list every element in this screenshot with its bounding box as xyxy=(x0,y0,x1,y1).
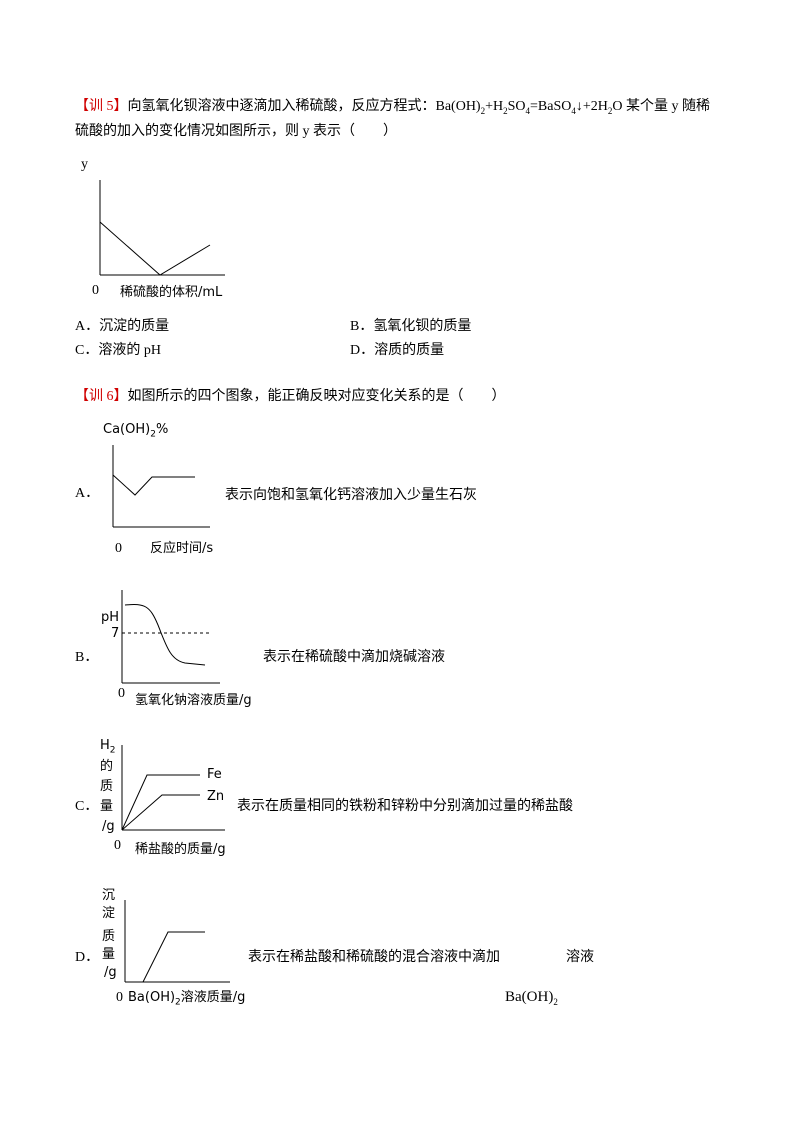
option: A．沉淀的质量 xyxy=(75,319,170,334)
option-text-end: 溶液 xyxy=(566,950,594,965)
sub: 2 xyxy=(607,105,613,116)
y-label: 量 xyxy=(102,947,116,962)
y-label: 量 xyxy=(100,799,114,814)
sub: 2 xyxy=(150,429,156,440)
stem: ↓+2H xyxy=(575,99,608,114)
origin: 0 xyxy=(115,541,122,556)
graph-6b xyxy=(121,590,220,684)
option-letter: A． xyxy=(75,486,100,501)
y-label: Ca(OH)2% xyxy=(103,422,168,443)
option: C．溶液的 pH xyxy=(75,343,161,358)
y-mark: 7 xyxy=(111,626,120,641)
curve-label: Zn xyxy=(207,789,225,804)
y-label: /g xyxy=(102,819,115,834)
curve-label: Fe xyxy=(207,767,222,782)
option-letter: C． xyxy=(75,799,99,814)
graph-6a xyxy=(112,445,210,528)
sub: 2 xyxy=(503,105,508,116)
option-letter: B． xyxy=(75,650,99,665)
stem: +H xyxy=(485,99,504,114)
reagent: Ba(OH)2 xyxy=(505,989,558,1010)
x-label: 稀硫酸的体积/mL xyxy=(120,285,223,300)
stem: O 某个量 y 随稀 xyxy=(612,99,711,114)
y-label-part: H xyxy=(100,738,110,753)
option-text: 表示在稀盐酸和稀硫酸的混合溶液中滴加 xyxy=(248,950,500,965)
option: D．溶质的质量 xyxy=(350,343,445,358)
x-label-part: 溶液质量/g xyxy=(180,990,246,1005)
sub: 4 xyxy=(525,105,531,116)
y-label: 的 xyxy=(100,759,114,774)
x-label: 氢氧化钠溶液质量/g xyxy=(135,693,252,708)
y-label-part: Ca(OH) xyxy=(103,422,151,437)
option: B．氢氧化钡的质量 xyxy=(350,319,472,334)
x-label: Ba(OH)2溶液质量/g xyxy=(128,990,245,1011)
option-text: 表示在稀硫酸中滴加烧碱溶液 xyxy=(263,650,445,665)
y-label: /g xyxy=(104,965,117,980)
y-label: H2 xyxy=(100,738,116,759)
origin: 0 xyxy=(116,990,123,1005)
sub: 2 xyxy=(109,745,116,756)
option-letter: D． xyxy=(75,950,100,965)
q6-stem: 【训 6】如图所示的四个图象，能正确反映对应变化关系的是（ ） xyxy=(75,389,506,405)
y-label-part: % xyxy=(155,422,169,437)
option-text: 表示在质量相同的铁粉和锌粉中分别滴加过量的稀盐酸 xyxy=(237,799,573,814)
sub: 2 xyxy=(480,105,486,116)
y-label: 淀 xyxy=(102,906,116,921)
sub: 2 xyxy=(175,997,181,1008)
option-text: 表示向饱和氢氧化钙溶液加入少量生石灰 xyxy=(225,488,477,503)
y-label: 质 xyxy=(102,929,116,944)
y-label: pH xyxy=(101,610,120,625)
x-label: 反应时间/s xyxy=(150,541,214,556)
q6-label: 【训 6】 xyxy=(75,389,128,404)
x-label-part: Ba(OH) xyxy=(128,990,176,1005)
stem: 向氢氧化钡溶液中逐滴加入稀硫酸，反应方程式：Ba(OH) xyxy=(127,99,481,114)
origin: 0 xyxy=(114,838,121,853)
sub: 2 xyxy=(553,997,558,1007)
origin: 0 xyxy=(118,686,125,701)
q5-stem-line1: 【训 5】向氢氧化钡溶液中逐滴加入稀硫酸，反应方程式：Ba(OH)2+H2SO4… xyxy=(75,99,710,119)
origin: 0 xyxy=(92,283,99,298)
sub: 4 xyxy=(571,105,576,116)
graph-6c xyxy=(121,745,225,831)
y-label: 质 xyxy=(100,779,114,794)
x-label: 稀盐酸的质量/g xyxy=(135,842,226,857)
graph-q5 xyxy=(99,180,225,276)
graph-6d xyxy=(124,900,230,983)
y-label: 沉 xyxy=(102,888,116,903)
q5-label: 【训 5】 xyxy=(75,99,128,114)
stem: 如图所示的四个图象，能正确反映对应变化关系的是（ ） xyxy=(127,389,506,404)
stem: SO xyxy=(507,99,526,114)
reagent-part: Ba(OH) xyxy=(505,989,554,1005)
y-label: y xyxy=(81,157,88,172)
stem: =BaSO xyxy=(530,99,572,114)
q5-stem-line2: 硫酸的加入的变化情况如图所示，则 y 表示（ ） xyxy=(75,124,397,139)
